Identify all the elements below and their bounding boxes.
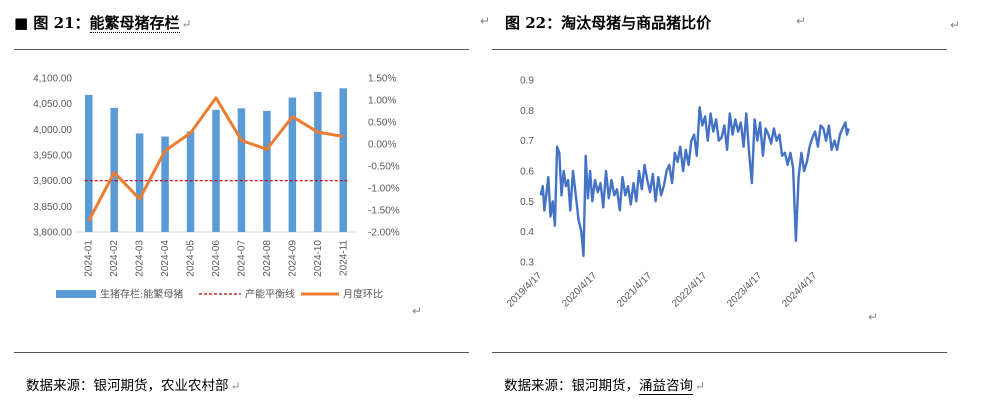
- bar: [135, 133, 144, 232]
- left-title-name: 能繁母猪存栏: [89, 14, 180, 33]
- right-figure-title: 图 22：淘汰母猪与商品猪比价: [505, 12, 711, 33]
- x-tick-label: 2024-03: [135, 240, 146, 277]
- right-axis-tick-label: -1.00%: [368, 184, 400, 195]
- left-axis-tick-label: 3,950.00: [33, 151, 72, 162]
- y-tick-label: 0.4: [520, 227, 534, 238]
- left-axis-tick-label: 3,800.00: [33, 228, 72, 239]
- legend-bar-label: 生猪存栏:能繁母猪: [100, 288, 183, 301]
- mom-line: [87, 96, 344, 222]
- y-tick-label: 0.8: [520, 106, 534, 117]
- right-axis-tick-label: 0.00%: [368, 140, 396, 151]
- right-title-prefix: 图 22：: [505, 14, 562, 32]
- left-source: 数据来源：银河期货，农业农村部 ↵: [26, 374, 241, 394]
- bar: [110, 107, 118, 232]
- bar: [263, 110, 271, 232]
- bar: [84, 94, 93, 232]
- right-axis-tick-label: 1.00%: [368, 96, 396, 107]
- left-return-mark-icon: ↵: [412, 304, 423, 318]
- return-mark-icon: ↵: [230, 379, 241, 393]
- right-source: 数据来源：银河期货，涌益咨询 ↵: [504, 374, 706, 395]
- x-tick-label: 2024-08: [262, 240, 273, 277]
- legend-line-label: 月度环比: [343, 288, 383, 301]
- bar: [237, 108, 246, 232]
- x-tick-label: 2023/4/17: [725, 270, 765, 310]
- y-tick-label: 0.9: [520, 76, 534, 87]
- x-tick-label: 2024-05: [186, 240, 197, 277]
- y-tick-label: 0.6: [520, 167, 534, 178]
- legend-bar-swatch: [56, 290, 96, 298]
- bar: [161, 136, 169, 232]
- x-tick-label: 2024/4/17: [780, 270, 820, 310]
- legend-dash-label: 产能平衡线: [245, 288, 295, 301]
- right-return-mark-icon: ↵: [868, 310, 879, 324]
- right-source-underlined: 涌益咨询: [639, 378, 693, 395]
- x-tick-label: 2020/4/17: [560, 270, 600, 310]
- x-tick-label: 2024-09: [287, 240, 298, 277]
- right-bottom-rule: [492, 352, 947, 353]
- x-tick-label: 2024-01: [84, 240, 95, 277]
- left-figure-title: ■ 图 21：能繁母猪存栏 ↵: [14, 12, 192, 33]
- x-tick-label: 2022/4/17: [670, 270, 710, 310]
- left-axis-tick-label: 4,000.00: [33, 125, 72, 136]
- left-source-label: 数据来源：: [26, 378, 94, 394]
- right-top-rule: [492, 49, 947, 50]
- right-leading-return-icon: ↵: [480, 14, 491, 28]
- right-title-return-icon: ↵: [796, 14, 807, 28]
- x-tick-label: 2024-04: [160, 240, 171, 277]
- right-axis-tick-label: 1.50%: [368, 74, 396, 85]
- right-source-label: 数据来源：: [504, 378, 572, 394]
- x-tick-label: 2024-06: [211, 240, 222, 277]
- right-source-plain: 银河期货，: [571, 378, 640, 394]
- bar: [186, 131, 195, 232]
- bar: [314, 91, 322, 232]
- left-chart: 4,100.00 4,050.00 4,000.00 3,950.00 3,900.00…: [33, 74, 400, 301]
- y-tick-label: 0.5: [520, 197, 534, 208]
- left-axis-tick-label: 3,850.00: [33, 202, 72, 213]
- x-tick-label: 2019/4/17: [505, 270, 545, 310]
- x-tick-label: 2024-07: [236, 240, 247, 277]
- bullet-icon: ■: [14, 14, 29, 32]
- left-top-rule: [14, 49, 469, 50]
- right-axis-tick-label: -2.00%: [368, 228, 400, 239]
- x-tick-label: 2021/4/17: [615, 270, 655, 310]
- x-tick-label: 2024-10: [313, 240, 324, 277]
- right-axis-tick-label: 0.50%: [368, 118, 396, 129]
- return-mark-icon: ↵: [695, 379, 706, 393]
- y-tick-label: 0.7: [520, 136, 534, 147]
- right-edge-return-icon: ↵: [950, 18, 961, 32]
- bar: [212, 109, 220, 232]
- left-axis-tick-label: 3,900.00: [33, 176, 72, 187]
- price-ratio-line: [539, 106, 850, 258]
- left-source-text: 银河期货，农业农村部: [93, 378, 229, 394]
- x-tick-label: 2024-02: [109, 240, 120, 277]
- right-axis-tick-label: -1.50%: [368, 206, 400, 217]
- right-axis-tick-label: -0.50%: [368, 162, 400, 173]
- left-bottom-rule: [14, 352, 469, 353]
- left-axis-tick-label: 4,100.00: [33, 74, 72, 85]
- right-title-name: 淘汰母猪与商品猪比价: [561, 14, 712, 32]
- left-title-prefix: 图 21：: [33, 14, 90, 32]
- bar: [288, 97, 297, 232]
- y-tick-label: 0.3: [520, 258, 534, 269]
- left-axis-tick-label: 4,050.00: [33, 99, 72, 110]
- bar: [339, 88, 348, 232]
- return-mark-icon: ↵: [181, 17, 192, 31]
- x-tick-label: 2024-11: [338, 240, 349, 276]
